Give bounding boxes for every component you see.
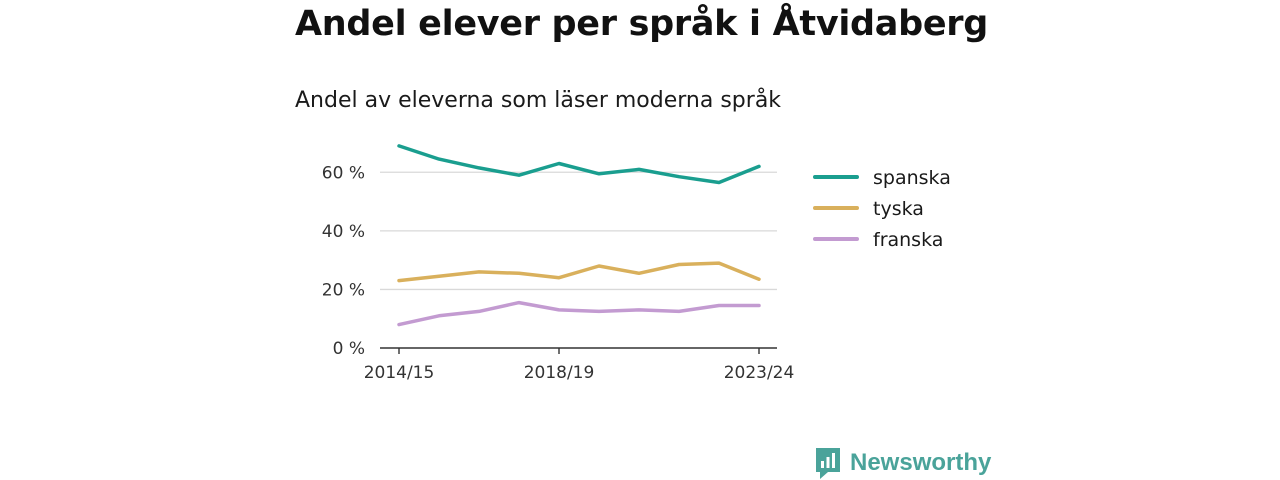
series-lines (397, 144, 761, 327)
line-chart: 0 % 20 % 40 % 60 % 2014/15 2018/19 2023/24 spa… (322, 144, 951, 383)
newsworthy-logo-icon (816, 448, 840, 479)
gridlines (380, 171, 777, 291)
axes: 0 % 20 % 40 % 60 % 2014/15 2018/19 2023/24 (322, 163, 795, 383)
y-tick-label: 60 % (322, 163, 365, 183)
series-line-franska (397, 300, 761, 327)
legend-label-tyska: tyska (873, 198, 924, 220)
y-tick-label: 0 % (333, 339, 365, 359)
series-line-spanska (397, 144, 761, 185)
legend-label-spanska: spanska (873, 167, 951, 189)
y-tick-label: 20 % (322, 280, 365, 300)
brand-logo: Newsworthy (814, 446, 991, 480)
x-tick-label: 2014/15 (364, 363, 435, 383)
chart-subtitle: Andel av eleverna som läser moderna språ… (295, 88, 782, 113)
y-tick-label: 40 % (322, 222, 365, 242)
x-tick-label: 2018/19 (524, 363, 595, 383)
legend: spanska tyska franska (813, 167, 951, 251)
brand-name: Newsworthy (850, 449, 992, 476)
chart-title: Andel elever per språk i Åtvidaberg (295, 4, 989, 44)
series-line-tyska (397, 261, 761, 283)
x-tick-label: 2023/24 (724, 363, 795, 383)
legend-label-franska: franska (873, 229, 943, 251)
